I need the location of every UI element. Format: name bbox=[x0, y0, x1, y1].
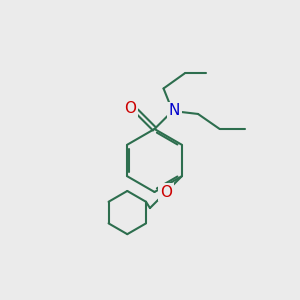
Text: N: N bbox=[168, 103, 180, 118]
Text: O: O bbox=[124, 101, 136, 116]
Text: O: O bbox=[160, 185, 172, 200]
